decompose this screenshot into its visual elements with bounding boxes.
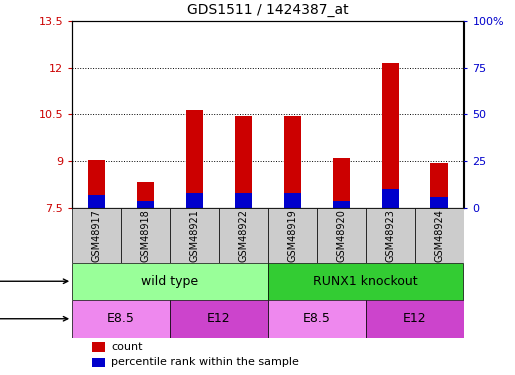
Bar — [92, 342, 106, 352]
Bar — [415, 208, 464, 262]
Bar — [88, 160, 105, 208]
Text: GSM48918: GSM48918 — [141, 209, 150, 262]
Bar — [72, 208, 121, 262]
Title: GDS1511 / 1424387_at: GDS1511 / 1424387_at — [187, 3, 349, 17]
Text: RUNX1 knockout: RUNX1 knockout — [313, 275, 418, 288]
Bar — [333, 201, 350, 208]
Bar — [268, 262, 464, 300]
Bar — [186, 110, 203, 208]
Bar — [121, 208, 170, 262]
Text: count: count — [111, 342, 143, 352]
Text: E12: E12 — [403, 312, 426, 325]
Bar — [382, 189, 399, 208]
Bar — [170, 208, 219, 262]
Bar — [431, 163, 448, 208]
Bar — [170, 300, 268, 338]
Bar — [72, 262, 268, 300]
Bar — [72, 300, 170, 338]
Text: GSM48922: GSM48922 — [238, 209, 248, 262]
Bar — [88, 195, 105, 208]
Bar — [268, 208, 317, 262]
Text: E12: E12 — [207, 312, 231, 325]
Bar — [317, 208, 366, 262]
Text: genotype/variation: genotype/variation — [0, 276, 68, 286]
Bar — [92, 358, 106, 367]
Text: percentile rank within the sample: percentile rank within the sample — [111, 357, 299, 368]
Bar — [186, 193, 203, 208]
Bar — [219, 208, 268, 262]
Text: GSM48920: GSM48920 — [336, 209, 346, 262]
Text: GSM48924: GSM48924 — [434, 209, 444, 262]
Bar — [366, 300, 464, 338]
Text: GSM48917: GSM48917 — [92, 209, 101, 262]
Bar — [137, 182, 154, 208]
Text: E8.5: E8.5 — [107, 312, 135, 325]
Bar — [366, 208, 415, 262]
Text: wild type: wild type — [142, 275, 198, 288]
Text: development stage: development stage — [0, 314, 68, 324]
Bar — [284, 116, 301, 208]
Bar — [268, 300, 366, 338]
Text: GSM48919: GSM48919 — [287, 209, 297, 262]
Text: E8.5: E8.5 — [303, 312, 331, 325]
Bar — [284, 193, 301, 208]
Text: GSM48923: GSM48923 — [385, 209, 395, 262]
Bar — [431, 197, 448, 208]
Bar — [333, 158, 350, 208]
Bar — [235, 193, 252, 208]
Bar — [382, 63, 399, 208]
Bar — [235, 116, 252, 208]
Text: GSM48921: GSM48921 — [190, 209, 199, 262]
Bar — [137, 201, 154, 208]
